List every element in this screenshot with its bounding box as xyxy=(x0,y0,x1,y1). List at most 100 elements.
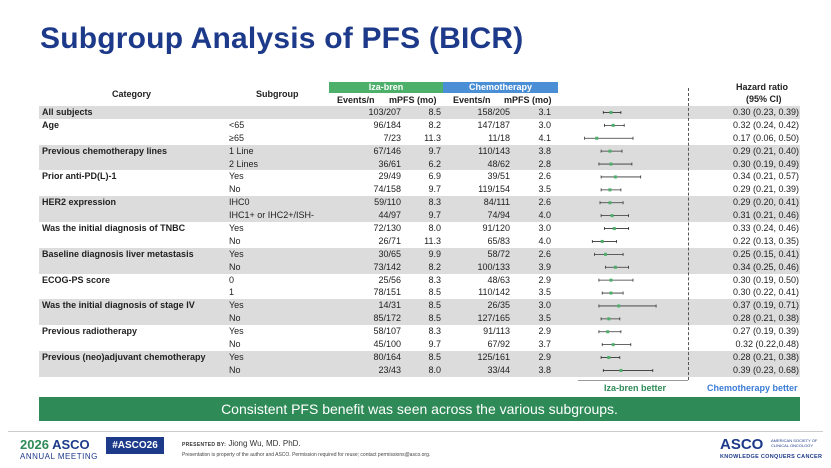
row-events-iza: 103/207 xyxy=(368,107,401,117)
row-events-chemo: 39/51 xyxy=(487,171,510,182)
row-events-iza: 78/151 xyxy=(373,287,401,298)
row-events-iza: 25/56 xyxy=(378,274,401,285)
row-mpfs-chemo: 3.0 xyxy=(538,119,551,130)
row-mpfs-iza: 8.5 xyxy=(428,313,441,324)
table-row: ≥65 7/23 11.3 11/18 4.1 0.17 (0.06, 0.50) xyxy=(39,132,800,145)
row-mpfs-iza: 8.5 xyxy=(428,287,441,298)
table-row: Prior anti-PD(L)-1 Yes 29/49 6.9 39/51 2.6 0.3… xyxy=(39,170,800,183)
row-events-chemo: 119/154 xyxy=(478,184,510,195)
header-subgroup: Subgroup xyxy=(256,89,299,99)
row-mpfs-chemo: 3.0 xyxy=(538,300,551,311)
row-subgroup: ≥65 xyxy=(229,132,244,143)
table-row: Previous chemotherapy lines 1 Line 67/146 9… xyxy=(39,144,800,158)
hr-point xyxy=(613,265,617,269)
row-mpfs-chemo: 3.8 xyxy=(538,145,551,156)
row-mpfs-chemo: 2.9 xyxy=(538,274,551,285)
row-events-iza: 58/107 xyxy=(373,326,401,337)
row-hazard-ratio: 0.28 (0.21, 0.38) xyxy=(732,313,799,324)
row-events-chemo: 74/94 xyxy=(487,210,510,221)
table-row: Was the initial diagnosis of TNBC Yes 72/1… xyxy=(39,222,800,235)
row-mpfs-chemo: 2.6 xyxy=(538,248,551,259)
row-subgroup: 1 xyxy=(229,287,235,298)
row-mpfs-iza: 8.5 xyxy=(428,107,441,117)
row-events-iza: 80/164 xyxy=(373,351,401,362)
row-mpfs-iza: 9.7 xyxy=(428,145,441,156)
header-mpfs-a: mPFS (mo) xyxy=(389,95,437,105)
row-mpfs-iza: 8.0 xyxy=(428,364,441,375)
row-mpfs-iza: 8.2 xyxy=(428,261,441,272)
row-events-chemo: 158/205 xyxy=(477,107,510,117)
row-mpfs-iza: 6.2 xyxy=(428,158,441,169)
row-subgroup: IHC0 xyxy=(229,197,250,208)
row-subgroup: <65 xyxy=(229,119,245,130)
row-events-iza: 44/97 xyxy=(378,210,401,221)
row-hazard-ratio: 0.22 (0.13, 0.35) xyxy=(732,235,799,246)
row-events-chemo: 127/165 xyxy=(477,313,510,324)
row-category: Prior anti-PD(L)-1 xyxy=(42,171,117,182)
hr-point xyxy=(595,136,599,140)
row-mpfs-iza: 8.0 xyxy=(428,223,441,234)
presented-by-label: PRESENTED BY: xyxy=(182,442,227,448)
hr-point xyxy=(609,110,613,114)
row-mpfs-iza: 9.7 xyxy=(428,210,441,221)
row-events-chemo: 110/143 xyxy=(478,145,510,156)
row-category: HER2 expression xyxy=(42,197,117,208)
row-mpfs-iza: 8.5 xyxy=(428,351,441,362)
row-events-iza: 85/172 xyxy=(373,313,401,324)
row-mpfs-chemo: 3.5 xyxy=(538,313,551,324)
reference-line-hr-1 xyxy=(688,88,689,380)
favor-iza-bren-label: Iza-bren better xyxy=(604,383,667,393)
row-events-iza: 29/49 xyxy=(378,171,401,182)
header-hazard-ratio: Hazard ratio xyxy=(736,82,789,92)
row-subgroup: Yes xyxy=(229,300,244,311)
row-mpfs-chemo: 3.1 xyxy=(538,107,551,117)
row-mpfs-chemo: 2.8 xyxy=(538,158,551,169)
table-row: ECOG-PS score 0 25/56 8.3 48/63 2.9 0.30 (0.19… xyxy=(39,274,800,287)
table-row: No 85/172 8.5 127/165 3.5 0.28 (0.21, 0.38) xyxy=(39,312,800,326)
row-events-chemo: 48/62 xyxy=(487,158,510,169)
row-subgroup: Yes xyxy=(229,171,244,182)
hashtag-badge: #ASCO26 xyxy=(106,437,164,454)
row-subgroup: Yes xyxy=(229,248,244,259)
meeting-year: 2026 xyxy=(20,437,49,452)
row-events-iza: 36/61 xyxy=(378,158,401,169)
row-hazard-ratio: 0.34 (0.25, 0.46) xyxy=(732,261,799,272)
asco-society-name: AMERICAN SOCIETY OF CLINICAL ONCOLOGY xyxy=(771,438,818,448)
annual-meeting-label: ANNUAL MEETING xyxy=(20,452,98,461)
row-events-chemo: 100/133 xyxy=(477,261,510,272)
row-events-iza: 7/23 xyxy=(383,132,401,143)
hr-point xyxy=(606,330,610,334)
row-events-iza: 26/71 xyxy=(378,235,401,246)
hr-point xyxy=(612,227,616,231)
row-events-chemo: 48/63 xyxy=(487,274,510,285)
row-events-iza: 23/43 xyxy=(378,364,401,375)
row-category: ECOG-PS score xyxy=(42,274,111,285)
row-subgroup: No xyxy=(229,313,241,324)
row-mpfs-chemo: 4.0 xyxy=(538,210,551,221)
hr-point xyxy=(611,343,615,347)
row-events-iza: 14/31 xyxy=(378,300,401,311)
row-events-chemo: 33/44 xyxy=(487,364,510,375)
row-hazard-ratio: 0.32 (0.24, 0.42) xyxy=(732,119,799,130)
hr-point xyxy=(607,356,611,360)
row-events-iza: 73/142 xyxy=(373,261,401,272)
header-events-b: Events/n xyxy=(453,95,491,105)
presented-by: PRESENTED BY: Jiong Wu, MD. PhD. xyxy=(182,439,301,448)
row-events-iza: 67/146 xyxy=(373,145,401,156)
row-category: Previous chemotherapy lines xyxy=(42,145,168,156)
row-category: Previous radiotherapy xyxy=(42,326,138,337)
hr-point xyxy=(610,214,614,218)
row-hazard-ratio: 0.39 (0.23, 0.68) xyxy=(732,364,799,375)
row-events-chemo: 11/18 xyxy=(488,132,510,143)
hr-point xyxy=(617,304,621,308)
row-hazard-ratio: 0.30 (0.23, 0.39) xyxy=(732,107,799,117)
conclusion-banner: Consistent PFS benefit was seen across t… xyxy=(39,397,800,421)
row-subgroup: No xyxy=(229,339,241,350)
row-subgroup: No xyxy=(229,364,241,375)
row-mpfs-iza: 8.3 xyxy=(428,274,441,285)
row-hazard-ratio: 0.29 (0.20, 0.41) xyxy=(732,197,799,208)
row-subgroup: 1 Line xyxy=(229,145,254,156)
row-subgroup: 0 xyxy=(229,274,235,285)
row-mpfs-iza: 11.3 xyxy=(424,132,441,143)
row-mpfs-iza: 8.5 xyxy=(428,300,441,311)
